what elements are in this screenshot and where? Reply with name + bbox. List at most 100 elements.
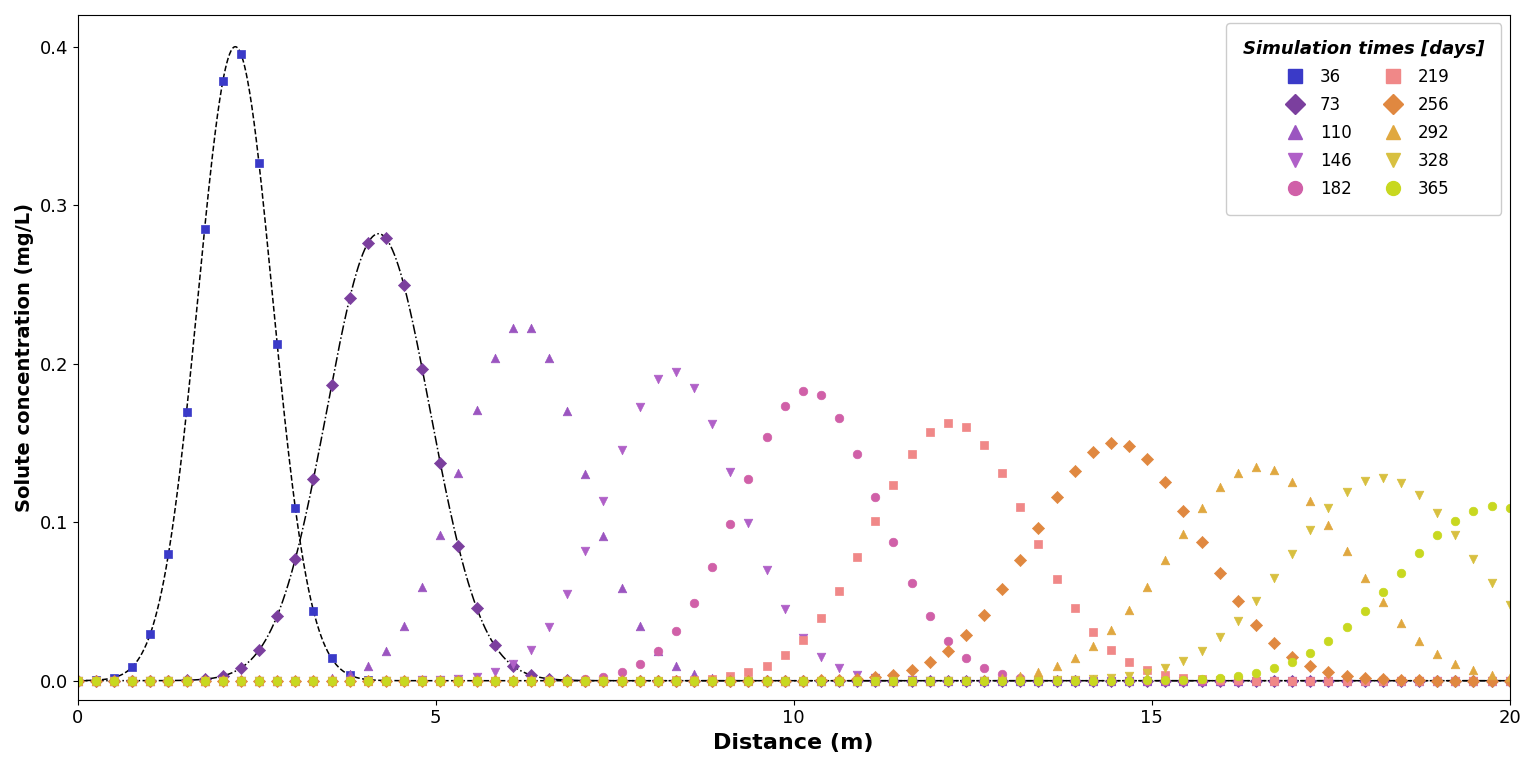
Point [1008, 502, 1032, 514]
Point [682, 674, 707, 687]
Point [1352, 674, 1376, 687]
Point [410, 581, 435, 593]
Point [392, 674, 416, 687]
Point [863, 674, 888, 687]
Point [1008, 674, 1032, 687]
Point [373, 674, 398, 687]
Point [1244, 674, 1269, 687]
Point [1226, 670, 1250, 682]
Point [1370, 472, 1395, 484]
Legend: 36, 73, 110, 146, 182, 219, 256, 292, 328, 365: 36, 73, 110, 146, 182, 219, 256, 292, 32… [1226, 23, 1501, 215]
Point [101, 674, 126, 687]
Point [1044, 674, 1069, 687]
Point [66, 674, 91, 687]
Point [1008, 554, 1032, 566]
Point [989, 674, 1014, 687]
Point [1461, 674, 1485, 687]
Point [157, 674, 181, 687]
Point [482, 352, 507, 364]
Point [1135, 581, 1160, 593]
Point [863, 672, 888, 684]
Point [1370, 674, 1395, 687]
Point [1008, 674, 1032, 687]
Point [1170, 674, 1195, 686]
Point [1498, 502, 1522, 515]
Point [717, 674, 742, 687]
Point [972, 674, 997, 687]
Point [554, 674, 579, 687]
Point [392, 674, 416, 687]
Point [410, 674, 435, 687]
Point [882, 674, 906, 687]
Point [66, 674, 91, 687]
Point [1389, 674, 1413, 687]
Point [536, 674, 561, 687]
Point [1244, 667, 1269, 679]
Point [101, 674, 126, 687]
Point [1316, 674, 1341, 687]
Point [1044, 674, 1069, 687]
Point [1298, 660, 1322, 672]
Point [1170, 674, 1195, 687]
Point [863, 674, 888, 687]
Point [138, 674, 163, 687]
Point [138, 627, 163, 640]
Point [736, 674, 760, 687]
Point [519, 674, 544, 687]
Point [319, 674, 344, 687]
Point [1407, 547, 1432, 559]
Point [138, 674, 163, 687]
Point [1442, 674, 1467, 687]
Point [645, 645, 670, 657]
Point [66, 674, 91, 687]
Point [1098, 674, 1123, 687]
Point [845, 674, 869, 687]
Point [429, 674, 453, 687]
Point [283, 553, 307, 565]
Point [1026, 674, 1051, 687]
Point [917, 674, 942, 687]
Point [174, 406, 198, 418]
Point [519, 644, 544, 656]
Point [591, 495, 616, 507]
Point [1117, 674, 1141, 687]
Point [174, 674, 198, 687]
Point [591, 674, 616, 687]
Point [773, 674, 797, 687]
Point [1117, 440, 1141, 452]
Point [264, 674, 289, 687]
Point [791, 674, 816, 687]
Point [1261, 662, 1286, 674]
Point [83, 674, 108, 687]
Point [917, 656, 942, 668]
Point [989, 672, 1014, 684]
Point [1298, 674, 1322, 687]
Point [1407, 634, 1432, 647]
Point [773, 674, 797, 687]
Point [1026, 674, 1051, 687]
Point [917, 674, 942, 687]
Point [1279, 674, 1304, 687]
Point [808, 674, 833, 687]
Point [972, 439, 997, 451]
Point [373, 674, 398, 687]
Point [664, 366, 688, 379]
Point [935, 634, 960, 647]
Point [247, 674, 272, 687]
Point [392, 674, 416, 687]
Point [627, 401, 651, 413]
Point [1407, 674, 1432, 687]
Point [1389, 674, 1413, 687]
Point [338, 674, 362, 687]
Point [736, 674, 760, 687]
Point [464, 674, 488, 687]
Point [1154, 554, 1178, 567]
Point [1189, 674, 1213, 687]
Point [826, 584, 851, 597]
Point [700, 672, 725, 684]
Point [610, 444, 634, 456]
Point [410, 674, 435, 687]
Point [1389, 674, 1413, 687]
Point [83, 674, 108, 687]
Point [899, 674, 923, 687]
